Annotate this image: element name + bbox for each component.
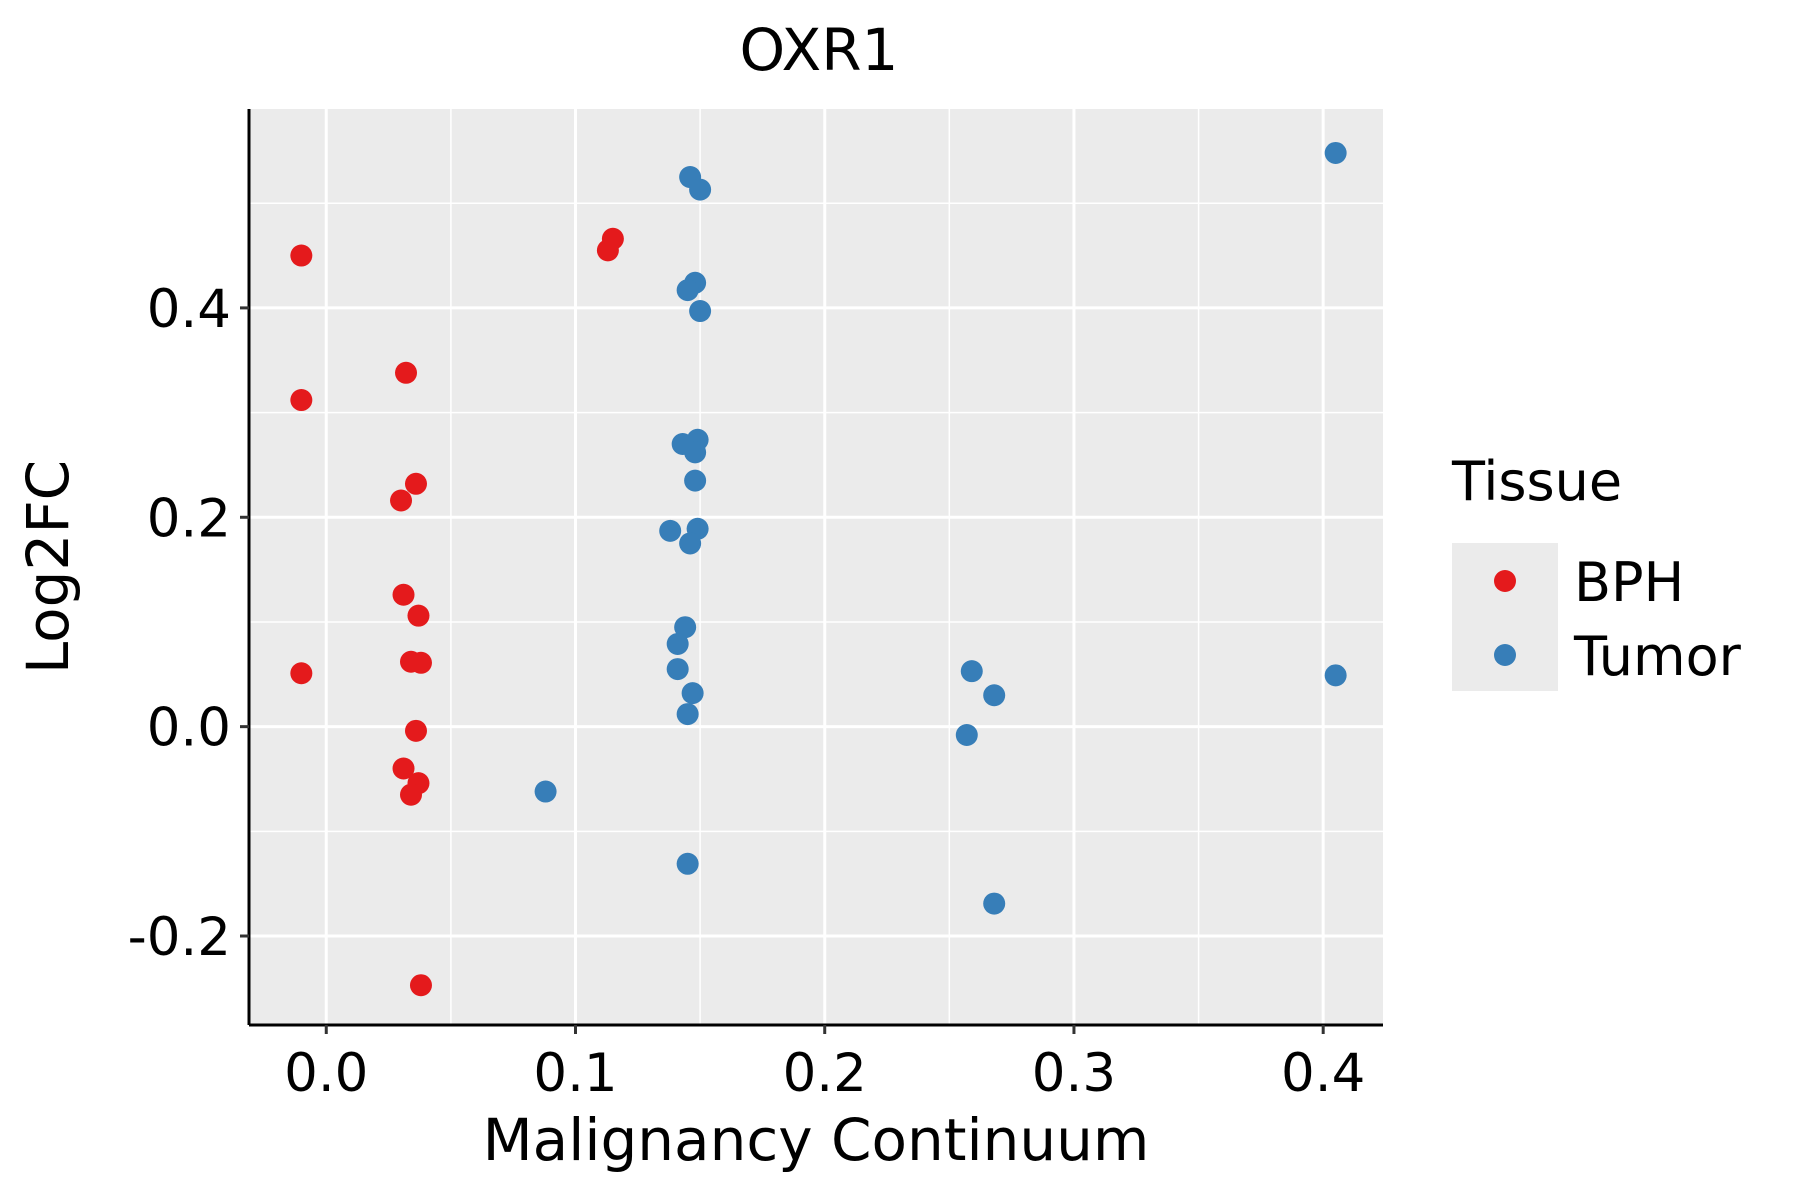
data-point-tumor — [1324, 141, 1347, 164]
data-point-tumor — [684, 441, 707, 464]
data-point-tumor — [1324, 664, 1347, 687]
data-point-bph — [390, 489, 413, 512]
data-point-tumor — [676, 279, 699, 302]
data-point-bph — [407, 604, 430, 627]
data-point-tumor — [676, 703, 699, 726]
y-tick-label: 0.4 — [147, 279, 231, 340]
x-tick-label: 0.0 — [284, 1043, 368, 1104]
data-point-tumor — [689, 300, 712, 323]
data-point-bph — [409, 651, 432, 674]
legend-key-tumor — [1494, 644, 1516, 666]
data-point-tumor — [679, 532, 702, 555]
data-point-bph — [404, 719, 427, 742]
data-point-tumor — [955, 724, 978, 747]
legend-label-bph: BPH — [1574, 551, 1684, 614]
data-point-bph — [290, 389, 313, 412]
y-tick-label: 0.2 — [147, 488, 231, 549]
minor-gridlines — [249, 109, 1383, 1025]
y-tick-label: -0.2 — [128, 907, 231, 968]
data-point-bph — [400, 783, 422, 806]
data-point-bph — [404, 472, 427, 495]
y-axis-title: Log2FC — [14, 460, 82, 674]
data-point-bph — [392, 583, 415, 606]
y-tick-label: 0.0 — [147, 698, 231, 759]
data-point-tumor — [983, 892, 1006, 915]
data-point-bph — [290, 662, 313, 685]
data-points — [290, 141, 1347, 997]
data-point-tumor — [674, 616, 697, 639]
x-tick-label: 0.2 — [783, 1043, 867, 1104]
data-point-tumor — [983, 684, 1006, 707]
data-point-bph — [392, 757, 415, 780]
legend: Tissue BPH Tumor — [1451, 450, 1742, 691]
x-axis-title: Malignancy Continuum — [483, 1106, 1150, 1174]
legend-title: Tissue — [1451, 450, 1622, 513]
x-tick-label: 0.1 — [533, 1043, 617, 1104]
legend-key-bph — [1494, 570, 1516, 592]
data-point-tumor — [666, 658, 689, 681]
data-point-bph — [290, 244, 313, 267]
data-point-bph — [596, 239, 619, 262]
x-tick-label: 0.4 — [1281, 1043, 1365, 1104]
data-point-tumor — [960, 660, 983, 683]
x-axis-ticks: 0.0 0.1 0.2 0.3 0.4 — [284, 1025, 1365, 1104]
data-point-tumor — [534, 780, 557, 803]
data-point-bph — [395, 361, 418, 384]
data-point-tumor — [689, 178, 712, 201]
data-point-tumor — [684, 469, 707, 492]
legend-key-bg — [1452, 543, 1558, 691]
data-point-tumor — [666, 632, 689, 655]
data-point-tumor — [659, 519, 682, 542]
data-point-bph — [409, 974, 432, 997]
major-gridlines — [249, 109, 1383, 1025]
x-tick-label: 0.3 — [1032, 1043, 1116, 1104]
data-point-tumor — [676, 852, 699, 875]
chart-title: OXR1 — [740, 16, 899, 84]
y-axis-ticks: -0.2 0.0 0.2 0.4 — [128, 279, 249, 968]
data-point-tumor — [681, 682, 704, 705]
plot-panel — [249, 109, 1383, 1025]
legend-label-tumor: Tumor — [1573, 625, 1742, 688]
